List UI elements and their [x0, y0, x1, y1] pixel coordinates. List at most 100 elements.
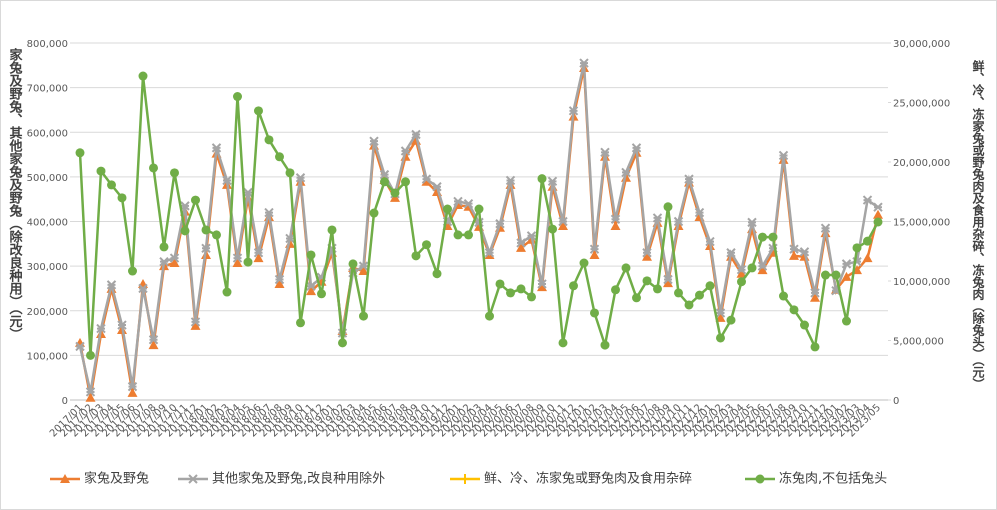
legend-label: 家兔及野兔 — [84, 471, 149, 487]
marker — [222, 175, 232, 186]
marker — [505, 175, 516, 186]
marker — [820, 223, 831, 233]
series-line — [78, 67, 880, 399]
marker — [705, 281, 715, 291]
y2-axis-title: 鲜、冷、冻家兔或野兔肉及食用杂碎、冻兔肉（除兔头）（元） — [971, 59, 985, 390]
marker — [757, 265, 768, 275]
marker — [757, 261, 768, 271]
marker — [190, 320, 201, 330]
marker — [758, 232, 767, 242]
marker — [264, 135, 274, 145]
marker — [190, 317, 201, 327]
marker — [873, 217, 883, 227]
marker — [180, 201, 190, 211]
marker — [274, 274, 285, 285]
marker — [306, 250, 316, 260]
marker — [253, 248, 264, 258]
marker — [736, 264, 747, 275]
marker — [275, 152, 284, 162]
y2-tick-label: 10,000,000 — [893, 277, 950, 288]
marker — [516, 284, 526, 294]
y-tick-label: 800,000 — [27, 39, 68, 50]
marker — [726, 248, 736, 258]
series-line — [78, 75, 880, 356]
marker — [663, 202, 673, 212]
marker — [705, 236, 715, 247]
marker — [432, 181, 442, 192]
marker — [642, 251, 652, 261]
legend-label: 冻兔肉,不包括兔头 — [779, 471, 887, 487]
marker — [579, 258, 589, 268]
marker — [86, 350, 95, 360]
marker — [421, 174, 432, 184]
marker — [401, 177, 410, 187]
marker — [600, 147, 610, 158]
marker — [558, 216, 568, 227]
legend-marker — [755, 474, 765, 484]
marker — [558, 220, 568, 230]
marker — [358, 261, 369, 271]
y2-tick-label: 20,000,000 — [893, 158, 950, 169]
marker — [663, 274, 673, 285]
marker — [873, 202, 883, 212]
marker — [390, 188, 400, 198]
marker — [369, 208, 379, 218]
y-tick-label: 600,000 — [27, 128, 68, 139]
y2-tick-label: 25,000,000 — [893, 99, 950, 110]
marker — [127, 387, 138, 397]
marker — [422, 240, 431, 250]
marker — [253, 253, 264, 263]
marker — [673, 216, 684, 227]
marker — [516, 242, 526, 252]
y-tick-label: 100,000 — [27, 351, 68, 362]
marker — [285, 233, 295, 244]
y-tick-label: 300,000 — [27, 262, 68, 273]
marker — [443, 204, 452, 214]
marker — [138, 283, 148, 294]
marker — [841, 271, 852, 281]
marker — [841, 259, 852, 269]
marker — [400, 146, 411, 156]
marker — [96, 323, 106, 334]
marker — [159, 242, 169, 252]
marker — [484, 248, 495, 258]
marker — [75, 148, 85, 158]
marker — [537, 279, 547, 289]
marker — [432, 269, 442, 279]
marker — [547, 176, 558, 187]
marker — [810, 292, 820, 302]
marker — [527, 292, 536, 302]
marker — [369, 136, 379, 146]
marker — [863, 236, 872, 246]
marker — [590, 308, 599, 318]
marker — [568, 106, 579, 116]
marker — [348, 259, 358, 269]
marker — [107, 180, 116, 190]
marker — [453, 196, 463, 207]
marker — [779, 291, 788, 301]
y-tick-label: 200,000 — [27, 307, 68, 318]
marker — [379, 169, 390, 180]
marker — [506, 288, 515, 298]
marker — [610, 214, 621, 224]
marker — [589, 244, 600, 254]
marker — [632, 293, 641, 303]
marker — [285, 168, 295, 178]
marker — [589, 249, 600, 259]
marker — [463, 198, 474, 209]
marker — [474, 204, 484, 214]
marker — [453, 230, 463, 240]
marker — [243, 257, 253, 267]
marker — [558, 338, 568, 348]
marker — [694, 207, 705, 218]
marker — [621, 263, 631, 273]
y-tick-label: 500,000 — [27, 173, 68, 184]
y-axis-title: 家兔及野兔、其他家兔及野兔（除改良种用）（元） — [7, 47, 24, 340]
marker — [652, 213, 663, 223]
marker — [516, 238, 526, 248]
marker — [222, 287, 232, 297]
marker — [106, 280, 117, 290]
marker — [873, 209, 883, 219]
marker — [684, 300, 694, 310]
